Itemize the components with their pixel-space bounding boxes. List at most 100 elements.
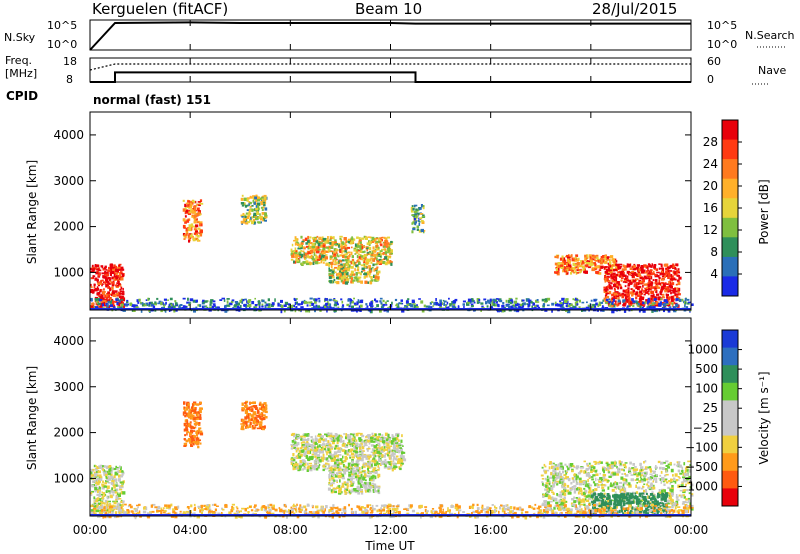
data-cell [102,297,105,300]
data-cell [107,291,110,294]
data-cell [608,269,611,272]
data-cell [120,485,124,489]
data-cell [421,205,424,208]
data-cell [265,404,268,407]
data-cell [670,278,674,281]
data-cell [509,301,513,305]
data-cell [193,417,196,420]
data-cell [308,256,312,259]
data-cell [334,271,337,274]
data-cell [662,461,666,464]
data-cell [346,485,349,487]
data-cell [312,239,316,243]
data-cell [93,479,96,483]
data-cell [365,490,367,493]
data-cell [106,271,109,275]
data-cell [96,280,99,283]
data-cell [122,287,124,291]
data-cell [305,260,309,264]
data-cell [618,283,621,286]
data-cell [410,209,414,213]
data-cell [190,227,193,231]
data-cell [95,489,98,491]
data-cell [349,275,352,280]
data-cell [103,281,106,283]
data-cell [338,265,342,268]
data-cell [334,461,337,466]
data-cell [648,299,651,303]
data-cell [196,203,200,206]
data-cell [563,474,567,477]
data-cell [637,287,640,291]
data-cell [103,301,107,304]
data-cell [101,483,105,486]
data-cell [400,459,404,463]
data-cell [188,438,191,440]
data-cell [387,244,391,247]
data-cell [358,245,362,248]
data-cell [321,236,324,239]
data-cell [118,272,121,276]
data-cell [594,263,597,267]
data-cell [303,467,306,470]
data-cell [366,266,369,269]
data-cell [337,475,341,478]
data-cell [346,252,348,255]
data-cell [251,425,254,428]
data-cell [649,306,653,310]
data-cell [367,475,370,478]
data-cell [613,482,617,486]
data-cell [639,296,642,299]
data-cell [329,298,332,301]
data-cell [376,461,379,465]
data-cell [344,445,348,448]
data-cell [254,406,256,409]
data-cell [261,195,264,198]
data-cell [363,235,366,238]
data-cell [182,199,185,202]
data-cell [389,260,392,264]
data-cell [644,287,648,290]
data-cell [308,301,311,304]
data-cell [570,491,572,495]
data-cell [627,287,630,290]
data-cell [395,441,399,445]
data-cell [382,261,386,265]
data-cell [342,250,345,253]
data-cell [471,299,475,303]
data-cell [320,244,324,248]
data-cell [388,243,392,246]
data-cell [371,236,375,241]
data-cell [661,285,665,289]
data-cell [384,432,388,437]
data-cell [314,446,316,449]
data-cell [347,491,351,494]
data-cell [342,469,345,473]
data-cell [352,470,356,473]
data-cell [251,210,254,212]
data-cell [246,408,250,410]
data-cell [293,260,295,264]
data-cell [90,290,93,294]
data-cell [255,216,259,220]
data-cell [399,454,404,459]
data-cell [419,217,423,220]
data-cell [255,306,258,310]
data-cell [372,488,375,492]
data-cell [330,491,334,494]
data-cell [93,505,97,508]
data-cell [319,437,322,439]
data-cell [337,255,340,258]
data-cell [556,264,558,267]
data-cell [331,435,335,438]
data-cell [630,281,633,285]
data-cell [299,468,302,471]
data-cell [184,221,187,223]
data-cell [101,502,105,505]
data-cell [360,473,363,478]
data-cell [330,280,332,284]
data-cell [577,498,581,502]
data-cell [318,444,322,448]
data-cell [628,470,632,474]
data-cell [106,500,109,504]
